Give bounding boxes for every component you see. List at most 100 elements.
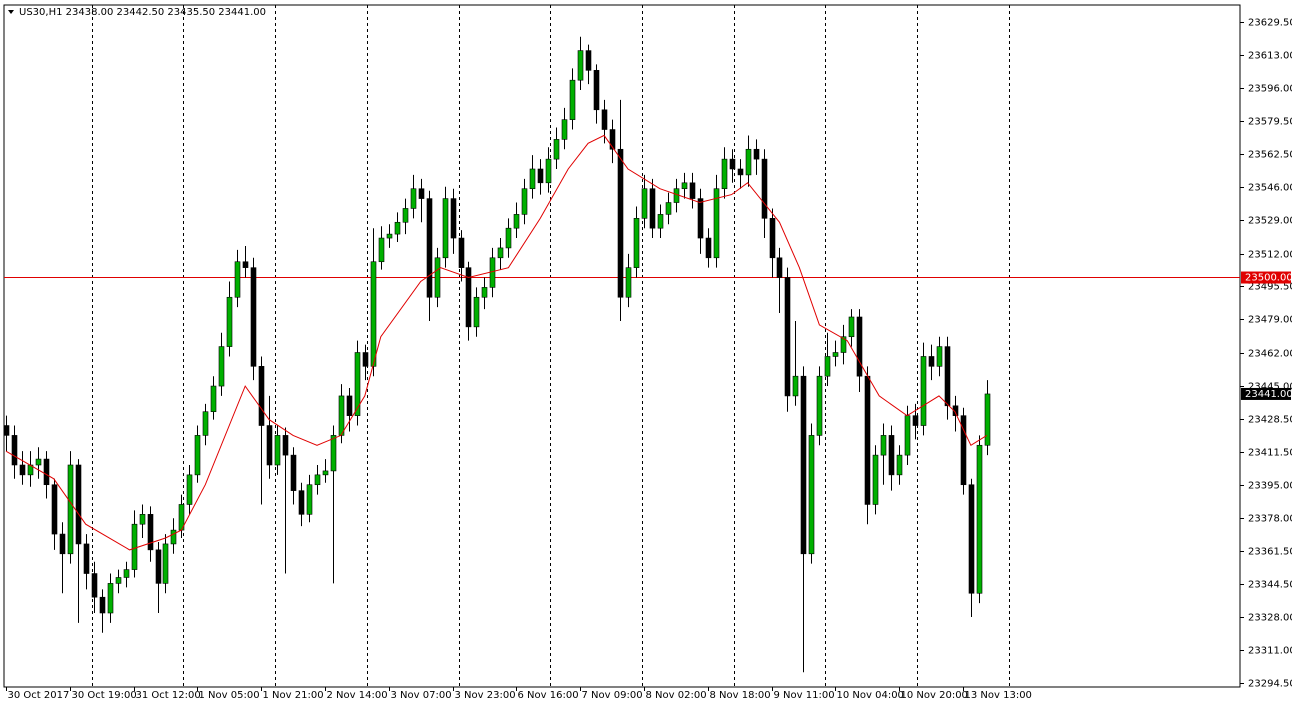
candle-body xyxy=(282,435,289,456)
candle-body xyxy=(338,395,345,436)
candle-body xyxy=(824,356,831,377)
candle-body xyxy=(162,543,169,584)
candle-body xyxy=(107,583,114,614)
y-tick-label: 23579.50 xyxy=(1248,117,1292,128)
candle-body xyxy=(306,484,313,515)
candle-body xyxy=(641,188,648,219)
y-tick-label: 23613.00 xyxy=(1248,51,1292,62)
x-tick-label: 13 Nov 13:00 xyxy=(965,690,1032,701)
candle-body xyxy=(402,208,409,223)
candle-body xyxy=(745,148,752,176)
candle-body xyxy=(769,218,776,259)
x-tick-label: 1 Nov 05:00 xyxy=(199,690,260,701)
candle-body xyxy=(314,474,321,486)
x-tick-label: 31 Oct 12:00 xyxy=(136,690,201,701)
y-tick-label: 23596.00 xyxy=(1248,84,1292,95)
candle-body xyxy=(521,188,528,215)
candle-body xyxy=(593,70,600,111)
x-tick-label: 9 Nov 11:00 xyxy=(774,690,835,701)
candle-body xyxy=(984,393,991,446)
x-tick-label: 3 Nov 07:00 xyxy=(391,690,452,701)
candle-body xyxy=(657,214,664,229)
candle-body xyxy=(800,375,807,555)
candle-body xyxy=(665,202,672,215)
candle-body xyxy=(872,454,879,505)
candle-body xyxy=(761,158,768,219)
last-price-label: 23441.00 xyxy=(1245,389,1292,400)
candle-body xyxy=(258,366,265,426)
candle-body xyxy=(75,464,82,545)
x-tick-label: 8 Nov 18:00 xyxy=(710,690,771,701)
moving-average xyxy=(5,134,988,551)
candle-body xyxy=(585,50,592,71)
candle-body xyxy=(705,237,712,259)
candle-body xyxy=(91,573,98,598)
y-tick-label: 23395.00 xyxy=(1248,481,1292,492)
candle-body xyxy=(888,435,895,476)
candle-body xyxy=(330,435,337,472)
candle-body xyxy=(139,514,146,525)
candle-body xyxy=(115,577,122,584)
y-tick-label: 23529.00 xyxy=(1248,216,1292,227)
candle-body xyxy=(370,261,377,367)
candle-body xyxy=(155,549,162,584)
x-tick-label: 6 Nov 16:00 xyxy=(518,690,579,701)
candle-body xyxy=(410,188,417,209)
candle-body xyxy=(880,435,887,456)
candle-body xyxy=(553,139,560,160)
candle-body xyxy=(697,198,704,239)
candle-body xyxy=(210,385,217,413)
candle-body xyxy=(450,198,457,239)
candle-body xyxy=(513,214,520,229)
candle-body xyxy=(832,352,839,357)
candle-body xyxy=(912,415,919,426)
x-tick-label: 1 Nov 21:00 xyxy=(263,690,324,701)
candle-body xyxy=(673,188,680,203)
candle-body xyxy=(952,405,959,416)
candle-body xyxy=(784,277,791,397)
candle-body xyxy=(681,182,688,190)
candle-body xyxy=(649,188,656,229)
chart-header: US30,H1 23438.00 23442.50 23435.50 23441… xyxy=(19,7,266,18)
candle-body xyxy=(19,464,26,476)
candle-body xyxy=(505,227,512,249)
candle-body xyxy=(864,375,871,505)
candle-body xyxy=(83,543,90,574)
candle-body xyxy=(465,267,472,328)
y-tick-label: 23361.50 xyxy=(1248,547,1292,558)
y-tick-label: 23328.00 xyxy=(1248,613,1292,624)
x-tick-label: 30 Oct 2017 xyxy=(8,690,70,701)
candle-body xyxy=(59,533,66,555)
candle-body xyxy=(569,79,576,120)
candle-body xyxy=(386,233,393,239)
candle-body xyxy=(123,569,130,578)
candle-body xyxy=(194,435,201,476)
candle-body xyxy=(976,444,983,594)
candle-body xyxy=(186,474,193,505)
candle-body xyxy=(442,198,449,259)
y-tick-label: 23411.50 xyxy=(1248,448,1292,459)
candle-body xyxy=(609,129,616,150)
candle-body xyxy=(920,356,927,426)
candle-body xyxy=(51,484,58,535)
candle-body xyxy=(473,296,480,328)
x-tick-label: 30 Oct 19:00 xyxy=(72,690,137,701)
candle-body xyxy=(896,454,903,476)
candle-body xyxy=(43,458,50,486)
candle-body xyxy=(776,257,783,278)
x-tick-label: 3 Nov 23:00 xyxy=(455,690,516,701)
candle-body xyxy=(497,247,504,259)
y-tick-label: 23462.00 xyxy=(1248,349,1292,360)
candle-body xyxy=(394,221,401,235)
x-tick-label: 2 Nov 14:00 xyxy=(327,690,388,701)
candle-body xyxy=(218,346,225,387)
candle-body xyxy=(418,188,425,199)
menu-arrow[interactable] xyxy=(8,10,14,14)
candle-body xyxy=(298,490,305,515)
candle-body xyxy=(904,415,911,456)
candle-body xyxy=(489,257,496,288)
candle-body xyxy=(35,458,42,466)
candle-body xyxy=(633,218,640,268)
